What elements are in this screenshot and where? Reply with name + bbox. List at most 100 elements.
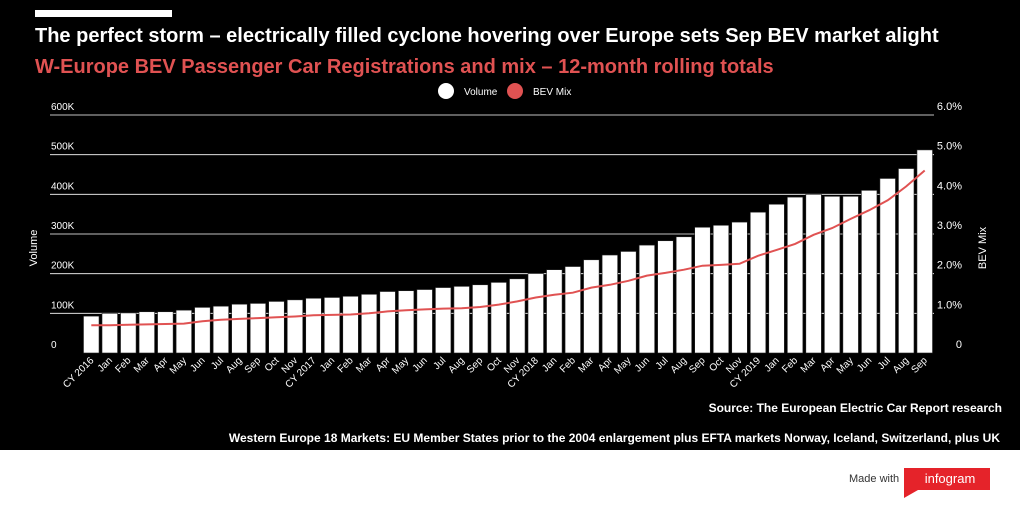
y-right-tick-label: 4.0% — [937, 180, 962, 192]
y-right-tick-label: 2.0% — [937, 260, 962, 272]
y-right-tick-label: 5.0% — [937, 141, 962, 153]
bar — [83, 315, 100, 354]
y-left-tick-label: 500K — [51, 142, 75, 153]
x-tick-label: Mar — [354, 355, 374, 375]
bar — [120, 312, 137, 354]
y-right-tick-label: 6.0% — [937, 101, 962, 113]
bar — [768, 203, 785, 354]
bar — [916, 149, 933, 354]
svg-text:infogram: infogram — [925, 471, 976, 486]
x-tick-label: Oct — [485, 355, 504, 374]
x-tick-label: May — [390, 355, 411, 376]
bar — [138, 311, 155, 354]
x-tick-label: Mar — [799, 355, 819, 375]
bar — [824, 196, 841, 354]
x-tick-label: Jan — [763, 355, 782, 374]
infogram-logo[interactable]: infogram — [904, 466, 990, 498]
bar — [101, 313, 118, 354]
bar — [861, 190, 878, 354]
x-tick-label: Feb — [113, 355, 133, 375]
x-tick-label: Mar — [576, 355, 596, 375]
bar — [398, 290, 415, 354]
x-tick-label: Jan — [318, 355, 337, 374]
bar — [657, 240, 674, 354]
x-tick-label: Sep — [687, 355, 708, 376]
bar — [379, 291, 396, 354]
y-right-tick-label: 3.0% — [937, 220, 962, 232]
x-tick-label: Oct — [707, 355, 726, 374]
bar — [879, 178, 896, 354]
x-tick-label: Apr — [374, 355, 393, 374]
bar — [268, 301, 285, 354]
bev-mix-line — [91, 169, 926, 327]
chart-subtitle: W-Europe BEV Passenger Car Registrations… — [35, 56, 774, 78]
bar — [286, 299, 304, 354]
bar — [546, 269, 563, 354]
footnote: Western Europe 18 Markets: EU Member Sta… — [228, 431, 1000, 445]
bar — [805, 194, 822, 354]
bar — [601, 254, 618, 354]
x-tick-label: May — [835, 355, 856, 376]
x-tick-label: Sep — [909, 355, 930, 376]
chart-title: The perfect storm – electrically filled … — [35, 25, 939, 47]
y-left-axis-title: Volume — [28, 230, 40, 267]
x-tick-label: Feb — [558, 355, 578, 375]
x-tick-label: Jul — [431, 355, 448, 372]
x-tick-label: May — [612, 355, 633, 376]
bar — [435, 287, 452, 354]
legend-label: Volume — [464, 87, 498, 98]
bar — [509, 278, 526, 354]
bar — [638, 244, 655, 354]
bar — [361, 293, 378, 354]
made-with-label: Made with — [849, 473, 900, 485]
bar — [157, 311, 174, 354]
y-right-axis-title: BEV Mix — [977, 226, 989, 269]
bar — [490, 282, 507, 354]
x-tick-label: Apr — [596, 355, 615, 374]
x-tick-label: Jul — [209, 355, 226, 372]
x-tick-label: Jul — [876, 355, 893, 372]
accent-bar — [35, 10, 172, 17]
x-tick-label: May — [168, 355, 189, 376]
bev-chart: 0 0 100K 1.0% 200K 2.0% 300K 3.0% 400K 4.0% 500K 5.… — [28, 83, 989, 391]
bar — [620, 251, 637, 354]
bar — [527, 273, 544, 354]
x-tick-label: Aug — [669, 355, 689, 375]
y-right-tick-label: 1.0% — [937, 299, 962, 311]
bar — [564, 266, 581, 354]
x-tick-label: Sep — [243, 355, 264, 376]
bar — [249, 303, 267, 354]
y-left-tick-label: 400K — [51, 181, 75, 192]
x-tick-label: Jul — [654, 355, 671, 372]
x-tick-label: Oct — [263, 355, 282, 374]
bar — [749, 211, 767, 354]
x-tick-label: Apr — [818, 355, 837, 374]
bar — [712, 224, 730, 354]
bar — [472, 284, 489, 354]
legend-swatch — [438, 83, 454, 99]
source-note: Source: The European Electric Car Report… — [708, 401, 1002, 415]
bar — [675, 236, 693, 354]
x-tick-label: Aug — [446, 355, 466, 375]
x-tick-label: Sep — [465, 355, 486, 376]
x-tick-label: Jun — [855, 355, 874, 374]
bar — [305, 297, 322, 354]
legend-label: BEV Mix — [533, 87, 571, 98]
x-tick-label: Feb — [780, 355, 800, 375]
x-tick-label: CY 2016 — [61, 355, 96, 390]
y-left-tick-label: 0 — [51, 340, 57, 351]
y-left-tick-label: 600K — [51, 102, 75, 113]
x-tick-label: Jun — [633, 355, 652, 374]
bar — [342, 295, 359, 354]
bar — [175, 309, 192, 354]
y-left-tick-label: 300K — [51, 221, 75, 232]
x-tick-label: Aug — [224, 355, 244, 375]
bar — [453, 286, 470, 354]
x-tick-label: Aug — [891, 355, 911, 375]
bar — [694, 226, 711, 354]
x-tick-label: Feb — [336, 355, 356, 375]
x-tick-label: Mar — [132, 355, 152, 375]
x-tick-label: Jun — [188, 355, 207, 374]
y-right-tick-label: 0 — [956, 339, 962, 351]
y-left-tick-label: 200K — [51, 261, 75, 272]
